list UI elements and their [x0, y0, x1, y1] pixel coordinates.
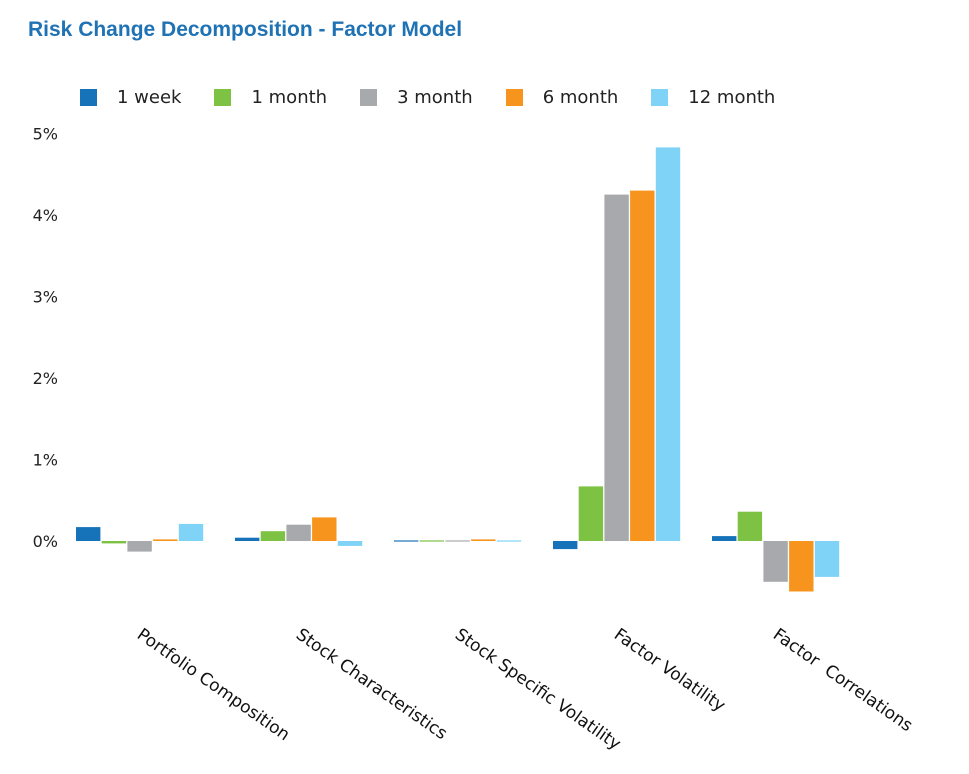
- bar: [655, 147, 681, 541]
- bar: [445, 540, 470, 542]
- bar: [789, 541, 814, 592]
- x-category-label: Portfolio Composition: [133, 625, 293, 745]
- legend-swatch: [214, 88, 232, 106]
- bar: [578, 486, 604, 541]
- legend-label: 3 month: [397, 86, 473, 108]
- bar: [814, 541, 840, 577]
- bar: [419, 540, 445, 542]
- x-category-label: Factor Volatility: [610, 625, 729, 716]
- legend: 1 week 1 month 3 month 6 month 12 month: [80, 84, 808, 110]
- bar: [604, 194, 629, 541]
- y-tick-label: 2%: [33, 369, 58, 388]
- bar: [153, 539, 178, 541]
- bar: [394, 540, 419, 542]
- legend-item-3-month: 3 month: [360, 87, 473, 108]
- legend-swatch: [80, 88, 97, 106]
- y-tick-label: 4%: [33, 206, 58, 225]
- bar: [553, 541, 578, 550]
- bar: [101, 541, 127, 544]
- bar: [712, 536, 737, 541]
- legend-label: 6 month: [542, 86, 619, 108]
- legend-item-1-week: 1 week: [80, 87, 181, 108]
- legend-label: 1 month: [251, 86, 328, 108]
- bar: [312, 517, 337, 541]
- y-tick-label: 0%: [33, 532, 58, 551]
- bar: [178, 523, 204, 541]
- y-tick-label: 3%: [33, 288, 58, 307]
- bar: [260, 531, 286, 541]
- bar: [337, 541, 363, 546]
- legend-swatch: [505, 88, 523, 106]
- bar: [737, 511, 763, 541]
- bar: [471, 539, 496, 541]
- chart-title: Risk Change Decomposition - Factor Model: [28, 18, 463, 41]
- bar: [630, 190, 655, 541]
- bar: [496, 540, 522, 542]
- bar: [76, 527, 101, 541]
- legend-label: 1 week: [117, 86, 182, 108]
- y-tick-label: 1%: [33, 451, 58, 470]
- x-category-label: Stock Characteristics: [292, 625, 451, 744]
- legend-item-12-month: 12 month: [651, 87, 775, 108]
- legend-swatch: [651, 88, 669, 106]
- x-category-label: Stock Specific Volatility: [451, 625, 624, 755]
- bar: [127, 541, 152, 552]
- legend-label: 12 month: [688, 86, 776, 108]
- legend-item-1-month: 1 month: [214, 87, 327, 108]
- legend-item-6-month: 6 month: [505, 86, 619, 108]
- bar: [763, 541, 788, 582]
- bar: [235, 537, 260, 541]
- x-category-label: Factor Correlations: [769, 625, 916, 736]
- bar: [286, 524, 311, 541]
- legend-swatch: [360, 88, 378, 106]
- y-tick-label: 5%: [33, 125, 58, 144]
